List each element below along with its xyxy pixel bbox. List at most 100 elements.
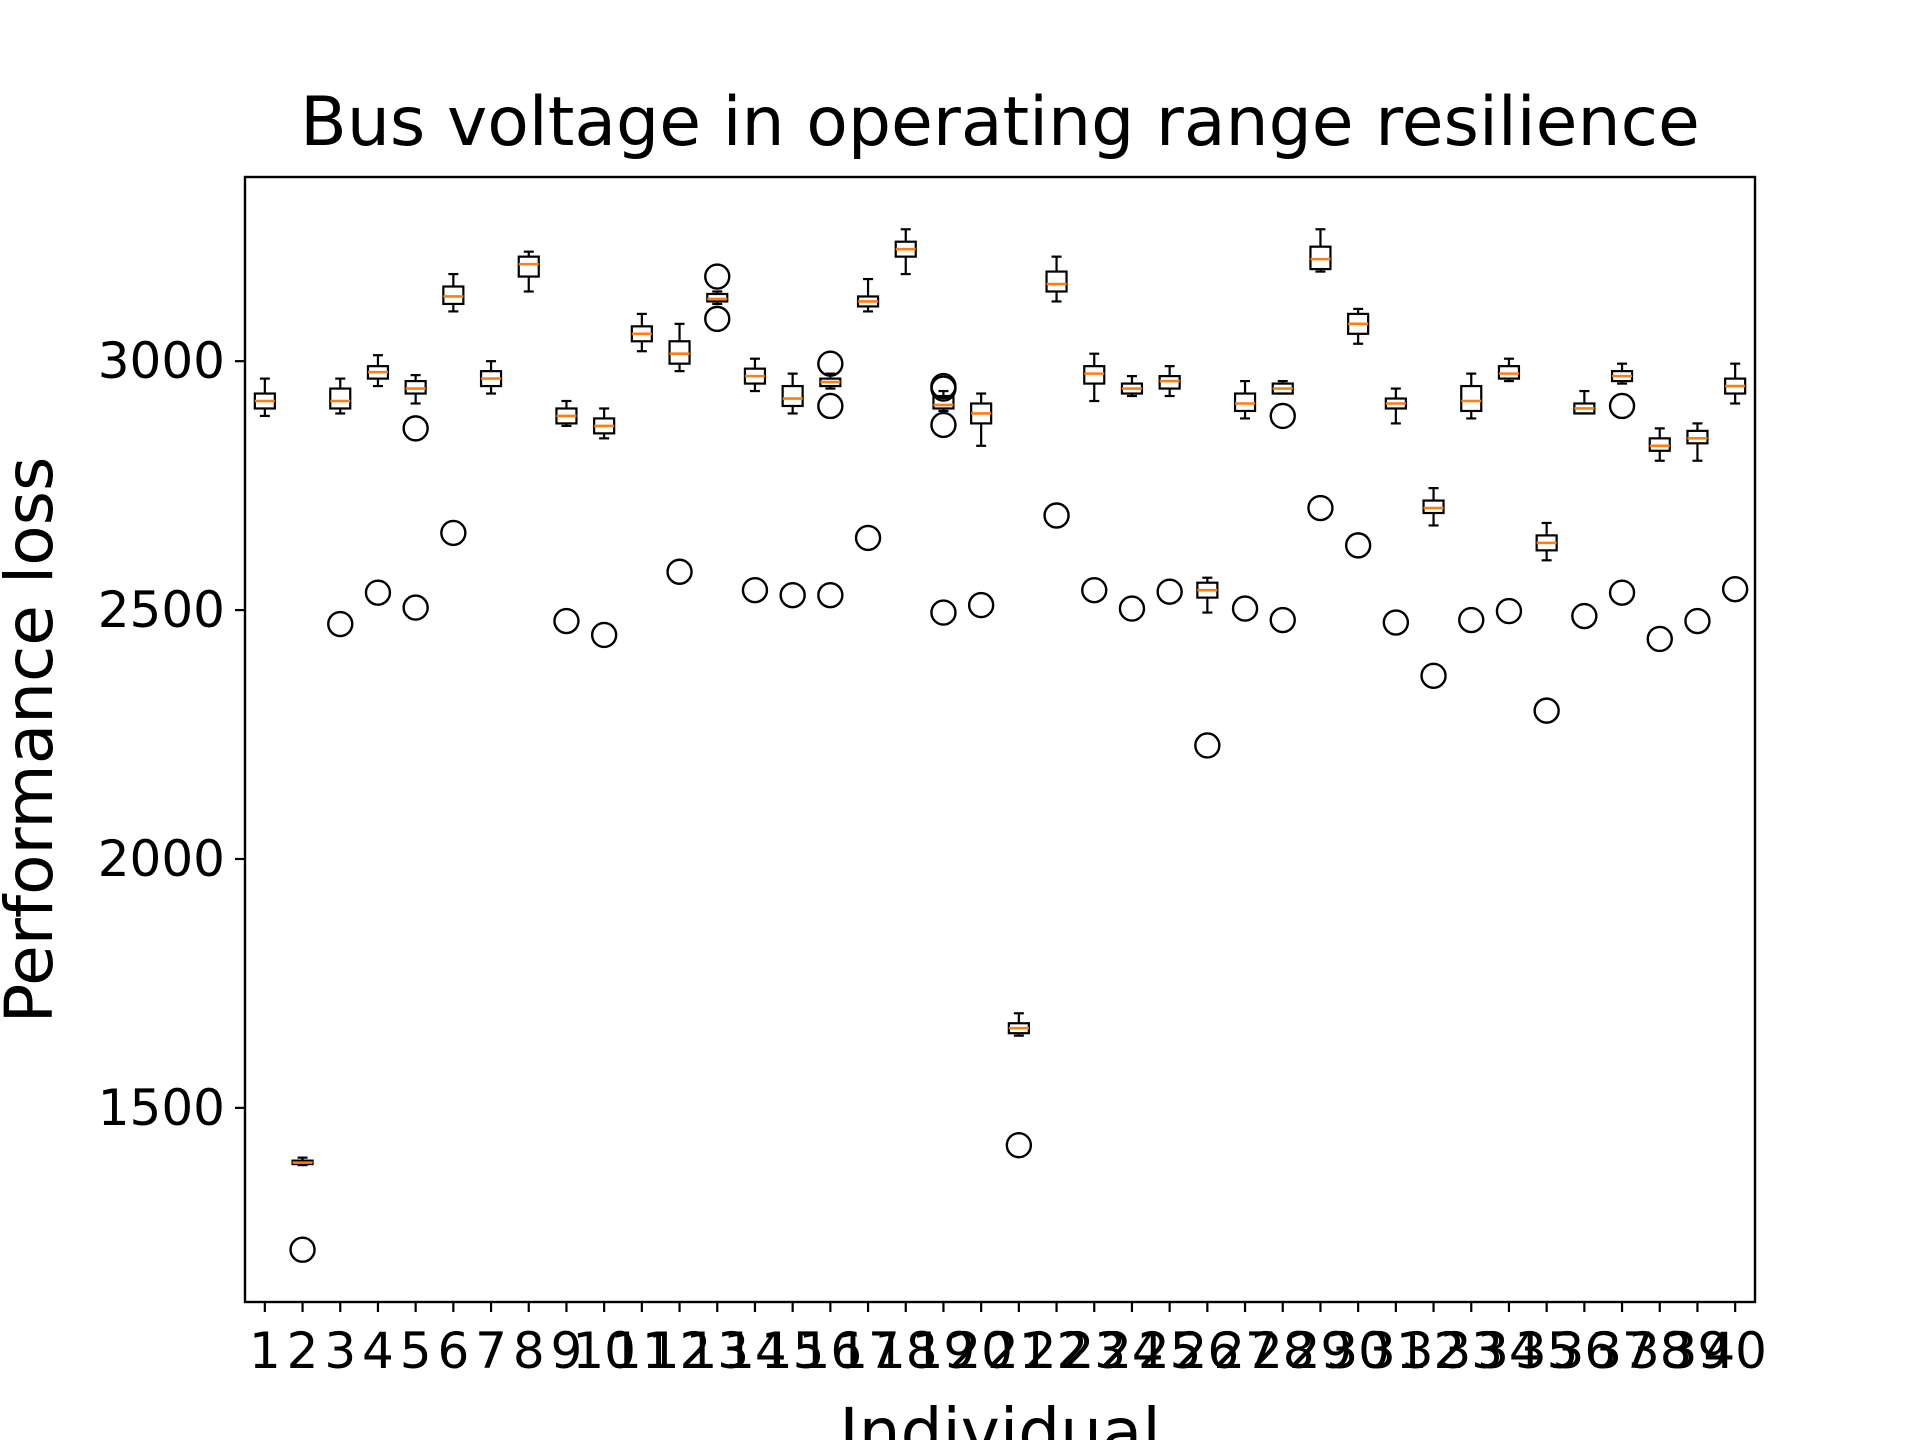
box-21 [1005, 1012, 1033, 1159]
x-tick-label: 8 [513, 1322, 545, 1380]
x-tick-label: 25 [1138, 1322, 1202, 1380]
box-23 [1081, 352, 1108, 604]
outlier-point [1005, 1131, 1033, 1159]
x-tick-label: 21 [987, 1322, 1051, 1380]
outlier-point [1646, 625, 1673, 653]
outlier-point [1344, 532, 1372, 559]
x-tick-label: 32 [1402, 1322, 1466, 1380]
box-24 [1118, 375, 1146, 622]
outlier-point [1608, 579, 1636, 606]
box-26 [1194, 576, 1221, 759]
x-tick-label: 27 [1213, 1322, 1277, 1380]
iqr-box [1460, 384, 1483, 413]
x-tick-label: 11 [610, 1322, 674, 1380]
outlier-point [1269, 402, 1296, 430]
outlier-point [1118, 595, 1146, 622]
outlier-point [1721, 575, 1749, 603]
outlier-point [930, 372, 957, 400]
box-35 [1533, 521, 1560, 724]
outlier-point [440, 519, 467, 547]
outlier-point [704, 305, 731, 333]
x-tick-label: 30 [1326, 1322, 1390, 1380]
outlier-point [289, 1236, 316, 1263]
box-31 [1382, 387, 1410, 636]
outlier-point [402, 594, 429, 621]
iqr-box [932, 394, 955, 410]
outlier-point [1684, 607, 1711, 635]
outlier-point [1269, 606, 1296, 634]
box-2 [289, 1156, 316, 1263]
iqr-box [517, 255, 540, 278]
box-27 [1231, 379, 1259, 622]
y-tick-label: 1500 [98, 1079, 225, 1137]
outlier-point [1194, 732, 1221, 759]
outlier-point [779, 581, 806, 609]
x-tick-label: 29 [1289, 1322, 1353, 1380]
box-6 [440, 272, 467, 547]
box-15 [779, 372, 806, 609]
x-tick-label: 13 [685, 1322, 749, 1380]
x-tick-label: 6 [437, 1322, 469, 1380]
box-8 [517, 250, 540, 293]
x-tick-label: 24 [1100, 1322, 1164, 1380]
box-32 [1420, 487, 1447, 689]
y-axis-label: Performance loss [0, 457, 68, 1024]
box-16 [817, 350, 844, 609]
box-28 [1269, 379, 1296, 634]
outlier-point [364, 579, 392, 606]
x-tick-label: 33 [1439, 1322, 1503, 1380]
outlier-point [817, 581, 844, 609]
outlier-point [854, 524, 882, 552]
x-tick-label: 5 [400, 1322, 432, 1380]
plot-frame [243, 175, 1757, 1304]
outlier-point [553, 607, 580, 635]
box-4 [364, 354, 392, 606]
box-5 [402, 374, 429, 621]
x-tick-label: 2 [287, 1322, 319, 1380]
y-tick-label: 2500 [98, 581, 225, 639]
y-tick-label: 3000 [98, 332, 225, 390]
outlier-point [1307, 494, 1334, 522]
x-tick-label: 18 [874, 1322, 938, 1380]
plot-area [253, 228, 1749, 1263]
box-37 [1608, 362, 1636, 606]
box-10 [590, 407, 618, 649]
chart-title: Bus voltage in operating range resilienc… [300, 83, 1700, 162]
outlier-point [817, 350, 844, 377]
box-12 [666, 322, 693, 585]
outlier-point [930, 411, 957, 439]
box-29 [1307, 228, 1334, 522]
outlier-point [1231, 595, 1259, 622]
outlier-point [967, 591, 995, 619]
outlier-point [741, 576, 769, 604]
outlier-point [930, 599, 957, 626]
x-tick-label: 31 [1364, 1322, 1428, 1380]
outlier-point [1420, 662, 1447, 689]
box-3 [327, 377, 354, 638]
box-40 [1721, 362, 1749, 603]
x-tick-label: 34 [1477, 1322, 1541, 1380]
box-11 [630, 312, 653, 353]
box-14 [741, 357, 769, 604]
x-tick-label: 39 [1666, 1322, 1730, 1380]
outlier-point [1495, 597, 1523, 625]
box-20 [967, 392, 995, 619]
x-tick-label: 20 [949, 1322, 1013, 1380]
x-tick-label: 22 [1025, 1322, 1089, 1380]
outlier-point [1156, 578, 1183, 605]
x-tick-label: 1 [249, 1322, 281, 1380]
x-tick-label: 3 [324, 1322, 356, 1380]
x-tick-label: 19 [912, 1322, 976, 1380]
box-1 [253, 377, 276, 418]
iqr-box [781, 384, 804, 408]
outlier-point [1533, 697, 1560, 724]
box-9 [553, 399, 580, 635]
x-tick-label: 26 [1176, 1322, 1240, 1380]
box-25 [1156, 365, 1183, 605]
box-38 [1646, 427, 1673, 653]
outlier-point [704, 263, 731, 290]
outlier-point [817, 392, 844, 420]
y-axis: 1500 2000 2500 3000 [98, 332, 245, 1137]
box-17 [854, 277, 882, 552]
x-tick-label: 9 [551, 1322, 583, 1380]
